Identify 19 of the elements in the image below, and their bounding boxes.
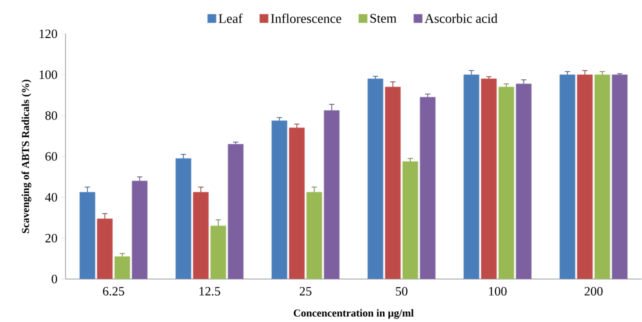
x-tick-label: 12.5 (200, 286, 220, 296)
legend-label: Ascorbic acid (424, 13, 498, 23)
y-tick-label: 60 (45, 152, 58, 161)
x-tick-label: 200 (584, 286, 603, 296)
x-tick-label: 25 (300, 286, 312, 296)
legend-label: Leaf (218, 13, 243, 23)
y-tick-label: 20 (45, 234, 58, 242)
legend-label: Inflorescence (270, 13, 342, 23)
x-tick-label: 6.25 (102, 286, 124, 296)
x-tick-label: 100 (489, 286, 507, 296)
x-tick-label: 50 (396, 286, 408, 296)
x-axis-title: Concencentration in µg/ml (294, 308, 414, 319)
y-tick-label: 40 (45, 192, 58, 202)
y-axis-title: Scavenging of ABTS Radicals (%) (22, 80, 32, 233)
y-tick-label: 100 (40, 70, 58, 79)
y-tick-label: 0 (52, 274, 58, 284)
y-tick-label: 80 (45, 111, 58, 120)
y-tick-label: 120 (40, 29, 58, 38)
legend-label: Stem (370, 14, 396, 23)
